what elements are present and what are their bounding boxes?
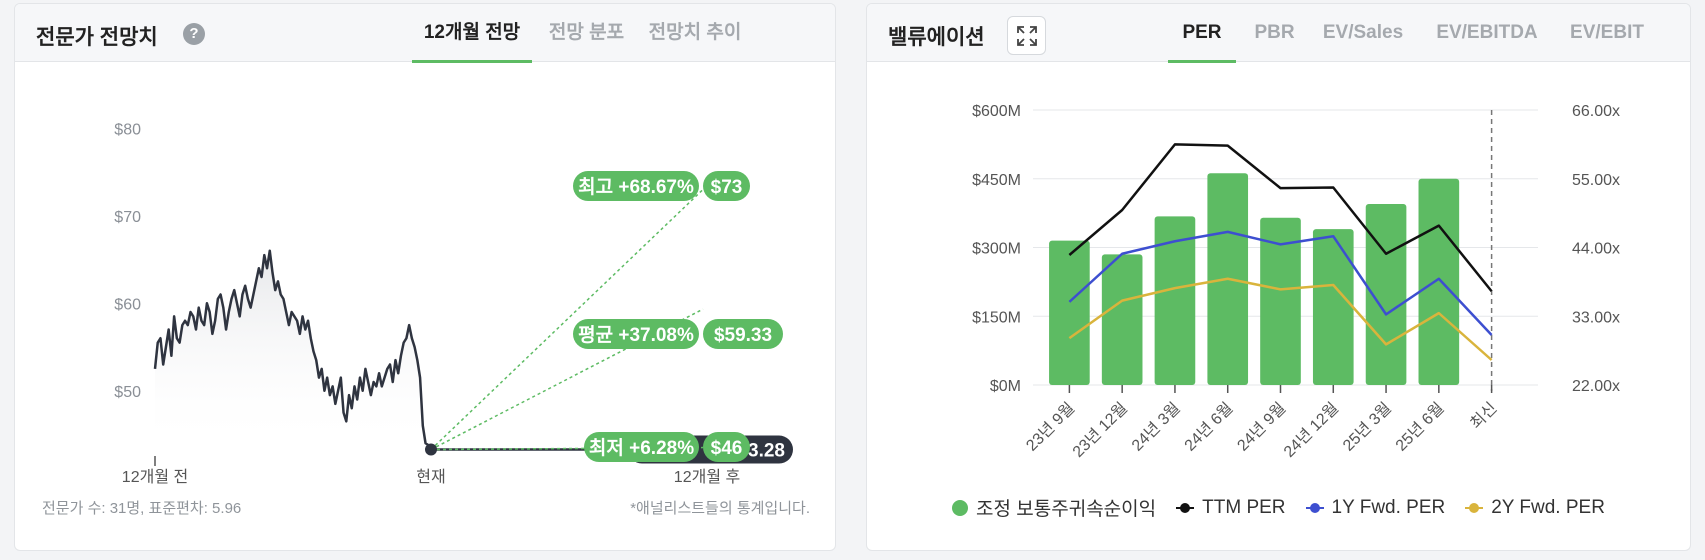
- x-tick-label: 23년 9월: [1023, 399, 1079, 455]
- left-axis-label: $300M: [972, 241, 1021, 258]
- legend-swatch-ttm: [1176, 502, 1195, 513]
- target-price-pill: [703, 171, 750, 201]
- legend-item-ttm-per[interactable]: TTM PER: [1176, 494, 1286, 521]
- x-tick-label: 12개월 후: [674, 468, 740, 486]
- tab-pbr[interactable]: PBR: [1254, 22, 1295, 43]
- forecast-card: 전문가 전망치 ? 12개월 전망 전망 분포 전망치 추이 $80 $70 $60…: [14, 3, 836, 551]
- x-tick-label: 24년 6월: [1181, 399, 1237, 455]
- price-line: [153, 249, 432, 449]
- left-axis-label: $150M: [972, 309, 1021, 326]
- tab-forecast-trend[interactable]: 전망치 추이: [648, 22, 742, 43]
- legend-swatch-bar: [952, 499, 969, 516]
- x-tick-label: 23년 12월: [1069, 399, 1131, 461]
- tab-per[interactable]: PER: [1168, 4, 1236, 63]
- legend-label: 1Y Fwd. PER: [1331, 496, 1446, 518]
- left-axis-label: $450M: [972, 172, 1021, 189]
- right-axis-label: 44.00x: [1572, 241, 1620, 258]
- tab-12-month-forecast[interactable]: 12개월 전망: [412, 4, 532, 63]
- right-axis-label: 33.00x: [1572, 309, 1620, 326]
- forecast-footer-right: *애널리스트들의 통계입니다.: [630, 500, 810, 517]
- tab-ev-sales[interactable]: EV/Sales: [1322, 22, 1404, 43]
- right-axis-label: 22.00x: [1572, 378, 1620, 395]
- right-axis-label: 66.00x: [1572, 103, 1620, 120]
- bar-net-income: [1312, 229, 1354, 385]
- forecast-footer-left: 전문가 수: 31명, 표준편차: 5.96: [42, 500, 241, 517]
- legend-label: 2Y Fwd. PER: [1491, 496, 1605, 518]
- bar-net-income: [1260, 217, 1301, 385]
- y-tick-label: $50: [114, 384, 141, 401]
- legend-label: TTM PER: [1202, 496, 1286, 518]
- x-tick-label: 25년 6월: [1392, 399, 1448, 455]
- valuation-title: 밸류에이션: [888, 26, 985, 49]
- target-price-pill: [703, 432, 750, 462]
- x-tick-label: 24년 12월: [1280, 399, 1342, 461]
- left-axis-label: $0M: [990, 378, 1021, 395]
- price-area: [155, 250, 431, 450]
- y-tick-label: $60: [114, 296, 141, 313]
- y-tick-label: $80: [114, 121, 141, 138]
- y-tick-label: $70: [114, 209, 141, 226]
- target-price-pill: [703, 319, 783, 349]
- forecast-header: 전문가 전망치 ? 12개월 전망 전망 분포 전망치 추이: [15, 4, 835, 63]
- target-label: 평균 +37.08%: [578, 324, 694, 346]
- x-tick-label: 24년 9월: [1234, 399, 1290, 455]
- legend-item-1y-fwd-per[interactable]: 1Y Fwd. PER: [1305, 494, 1446, 521]
- x-tick-label: 25년 3월: [1339, 399, 1395, 455]
- legend-item-net-income[interactable]: 조정 보통주귀속순이익: [952, 494, 1156, 521]
- x-tick-label: 최신: [1467, 399, 1501, 433]
- x-tick-label: 12개월 전: [122, 468, 188, 486]
- bar-net-income: [1049, 240, 1090, 385]
- x-tick-label: 현재: [416, 468, 445, 486]
- valuation-legend: 조정 보통주귀속순이익 TTM PER 1Y Fwd. PER 2Y Fwd. …: [867, 494, 1690, 521]
- legend-label: 조정 보통주귀속순이익: [976, 499, 1157, 520]
- legend-swatch-2y: [1465, 502, 1484, 513]
- legend-swatch-1y: [1305, 502, 1324, 513]
- tab-forecast-distribution[interactable]: 전망 분포: [548, 22, 625, 43]
- legend-item-2y-fwd-per[interactable]: 2Y Fwd. PER: [1465, 494, 1605, 521]
- target-label-pill: [573, 171, 699, 201]
- target-label-pill: [573, 319, 699, 349]
- target-dashed-line: [430, 188, 704, 451]
- tab-ev-ebitda[interactable]: EV/EBITDA: [1436, 22, 1538, 43]
- right-axis-label: 55.00x: [1572, 172, 1620, 189]
- target-label: 최고 +68.67%: [578, 176, 694, 198]
- target-label-pill: [584, 432, 699, 462]
- forecast-title: 전문가 전망치: [36, 26, 158, 49]
- bar-net-income: [1418, 178, 1460, 385]
- valuation-chart: $600M 66.00x $450M 55.00x $300M 44.00x $150M 33…: [972, 103, 1620, 461]
- valuation-header: 밸류에이션 PER PBR EV/Sales EV/EBITDA EV/EBIT: [867, 4, 1690, 63]
- expand-icon[interactable]: [1007, 16, 1046, 55]
- valuation-card: 밸류에이션 PER PBR EV/Sales EV/EBITDA EV/EBIT…: [866, 3, 1691, 551]
- current-price-dot: [425, 443, 437, 456]
- ttm-per-line: [1068, 143, 1493, 293]
- question-icon[interactable]: ?: [183, 23, 205, 45]
- left-axis-label: $600M: [972, 103, 1021, 120]
- target-price: $59.33: [714, 325, 772, 346]
- fwd-1y-per-line: [1068, 230, 1493, 336]
- x-tick-label: 24년 3월: [1128, 399, 1184, 455]
- target-price: $73: [711, 177, 743, 198]
- target-label: 최저 +6.28%: [589, 437, 694, 459]
- bar-net-income: [1101, 254, 1143, 385]
- tab-ev-ebit[interactable]: EV/EBIT: [1570, 22, 1644, 43]
- fwd-2y-per-line: [1068, 277, 1493, 361]
- bar-net-income: [1154, 216, 1196, 385]
- target-price: $46: [711, 438, 743, 459]
